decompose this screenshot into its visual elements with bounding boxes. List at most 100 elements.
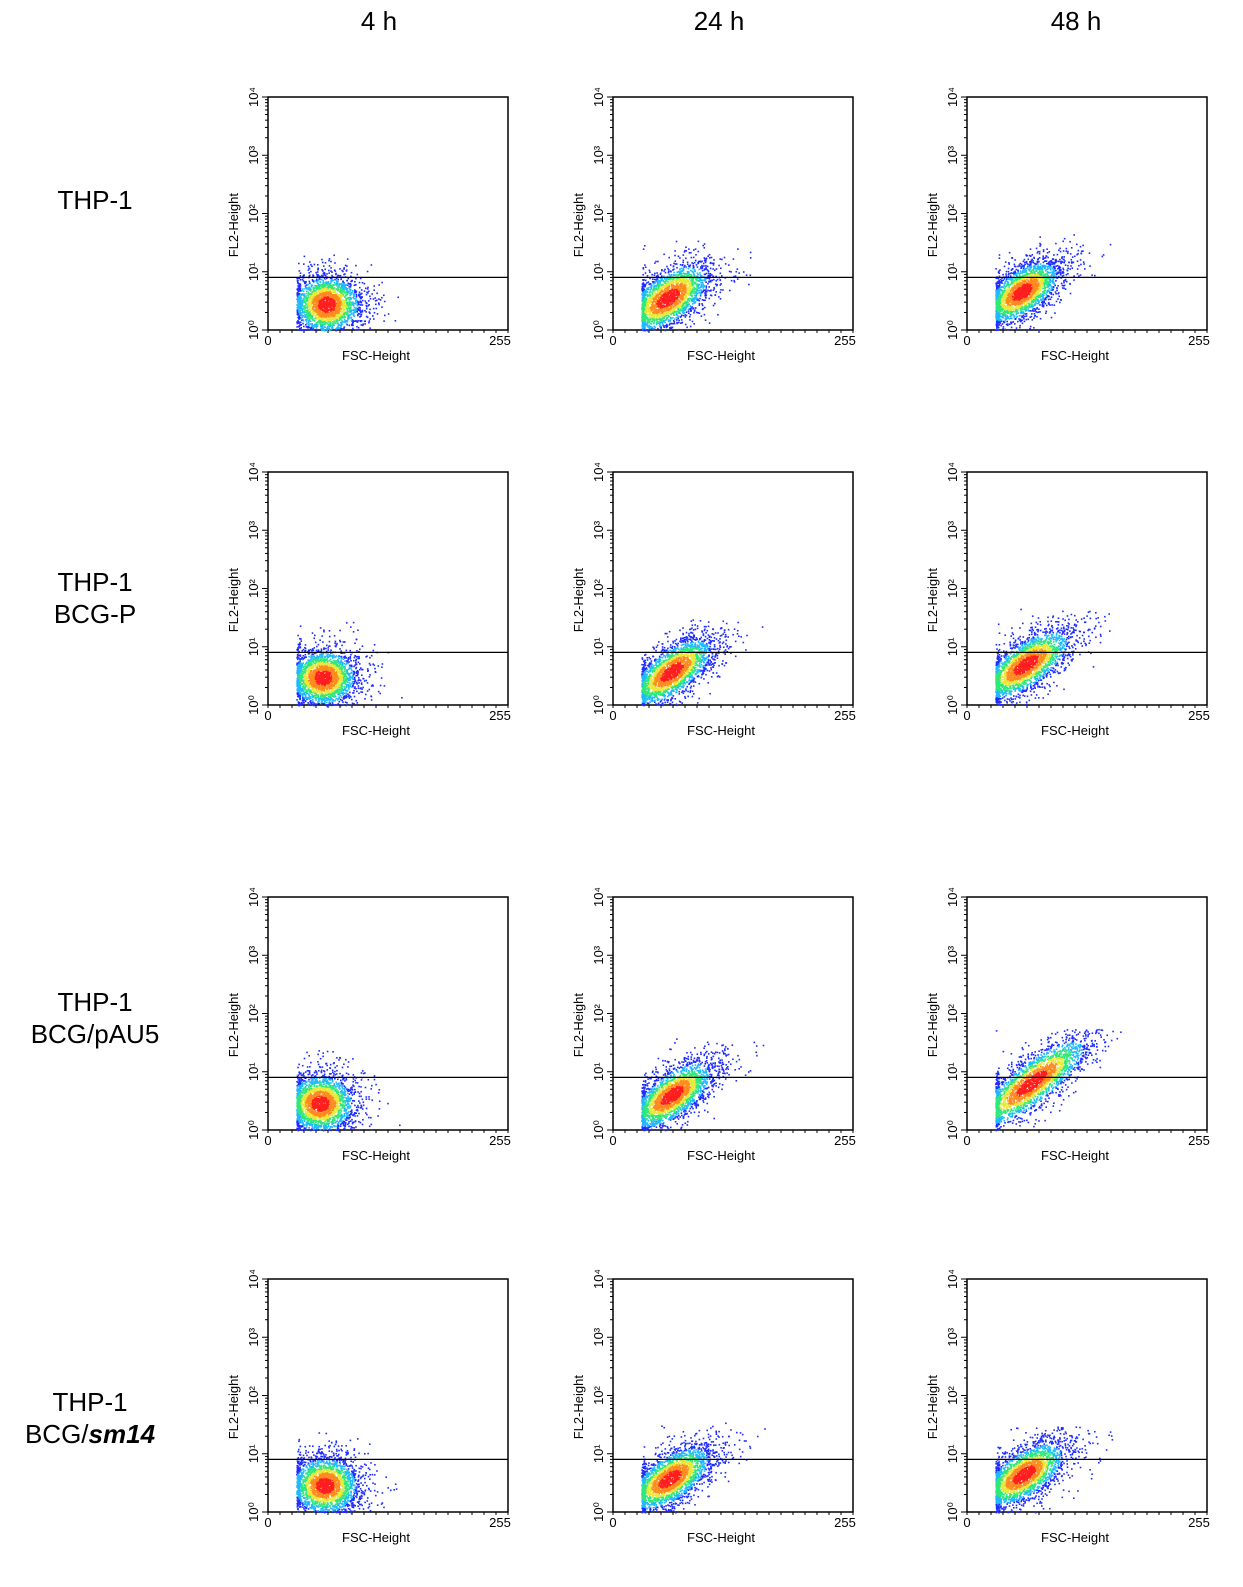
event-dot — [338, 323, 340, 325]
event-dot — [660, 273, 662, 275]
event-dot — [718, 265, 720, 267]
event-dot — [693, 267, 695, 269]
event-dot — [647, 325, 649, 327]
event-dot — [655, 320, 657, 322]
event-dot — [341, 328, 343, 330]
event-dot — [335, 308, 337, 310]
event-dot — [368, 305, 370, 307]
event-dot — [350, 290, 352, 292]
event-dot — [683, 288, 685, 290]
event-dot — [643, 248, 645, 250]
event-dot — [689, 319, 691, 321]
event-dot — [373, 318, 375, 320]
event-dot — [668, 319, 670, 321]
event-dot — [685, 246, 687, 248]
event-dot — [670, 299, 672, 301]
event-dot — [346, 294, 348, 296]
event-dot — [305, 281, 307, 283]
event-dot — [344, 296, 346, 298]
event-dot — [663, 317, 665, 319]
event-dot — [711, 263, 713, 265]
event-dot — [708, 281, 710, 283]
event-dot — [350, 283, 352, 285]
event-dot — [304, 301, 306, 303]
event-dot — [302, 309, 304, 311]
event-dot — [671, 323, 673, 325]
event-dot — [304, 283, 306, 285]
event-dot — [678, 329, 680, 331]
event-dot — [665, 330, 667, 332]
event-dot — [713, 259, 715, 261]
event-dot — [669, 297, 671, 299]
event-dot — [366, 294, 368, 296]
event-dot — [717, 314, 719, 316]
event-dot — [359, 313, 361, 315]
event-dot — [659, 293, 661, 295]
event-dot — [360, 300, 362, 302]
event-dot — [665, 284, 667, 286]
event-dot — [306, 323, 308, 325]
event-dot — [342, 304, 344, 306]
event-dot — [334, 290, 336, 292]
event-dot — [690, 252, 692, 254]
event-dot — [731, 280, 733, 282]
event-dot — [643, 296, 645, 298]
event-dot — [315, 311, 317, 313]
event-dot — [337, 275, 339, 277]
event-dot — [352, 323, 354, 325]
event-dot — [331, 312, 333, 314]
event-dot — [697, 272, 699, 274]
event-dot — [653, 289, 655, 291]
event-dot — [343, 267, 345, 269]
event-dot — [326, 330, 328, 332]
event-dot — [311, 293, 313, 295]
event-dot — [332, 301, 334, 303]
event-dot — [362, 282, 364, 284]
event-dot — [644, 303, 646, 305]
event-dot — [329, 303, 331, 305]
event-dot — [349, 301, 351, 303]
event-dot — [663, 270, 665, 272]
event-dot — [680, 264, 682, 266]
event-dot — [359, 309, 361, 311]
event-dot — [377, 313, 379, 315]
event-dot — [310, 302, 312, 304]
event-dot — [662, 319, 664, 321]
event-dot — [746, 274, 748, 276]
event-dot — [653, 321, 655, 323]
event-dot — [313, 304, 315, 306]
event-dot — [676, 241, 678, 243]
event-dot — [336, 299, 338, 301]
event-dot — [668, 321, 670, 323]
event-dot — [337, 285, 339, 287]
event-dot — [750, 252, 752, 254]
event-dot — [330, 293, 332, 295]
event-dot — [341, 322, 343, 324]
event-dot — [697, 286, 699, 288]
event-dot — [319, 294, 321, 296]
event-dot — [702, 305, 704, 307]
event-dot — [347, 310, 349, 312]
event-dot — [659, 288, 661, 290]
event-dot — [312, 301, 314, 303]
event-dot — [309, 293, 311, 295]
event-dot — [337, 294, 339, 296]
event-dot — [690, 289, 692, 291]
event-dot — [314, 320, 316, 322]
event-dot — [322, 288, 324, 290]
event-dot — [657, 294, 659, 296]
event-dot — [305, 315, 307, 317]
event-dot — [329, 296, 331, 298]
event-dot — [333, 309, 335, 311]
event-dot — [701, 303, 703, 305]
event-dot — [337, 320, 339, 322]
event-dot — [318, 288, 320, 290]
event-dot — [316, 288, 318, 290]
event-dot — [322, 325, 324, 327]
event-dot — [703, 263, 705, 265]
event-dot — [675, 290, 677, 292]
event-dot — [303, 263, 305, 265]
event-dot — [670, 264, 672, 266]
event-dot — [351, 272, 353, 274]
event-dot — [671, 284, 673, 286]
